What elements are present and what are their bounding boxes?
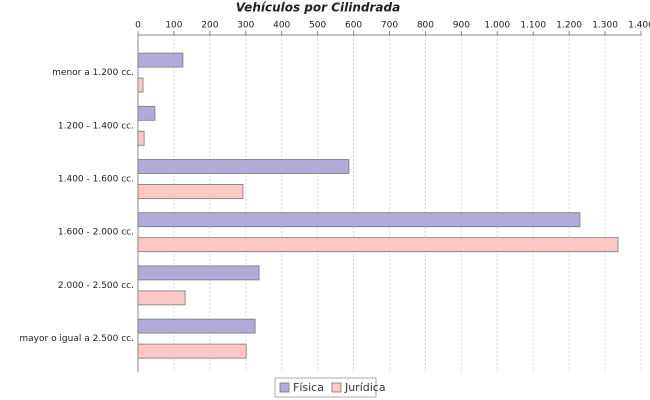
y-tick-label: 2.000 - 2.500 cc.: [58, 281, 134, 291]
x-tick-label: 1.200: [556, 21, 582, 31]
bar: [137, 290, 186, 306]
bar: [137, 184, 244, 199]
x-tick-label: 600: [345, 21, 362, 31]
legend-label: Jurídica: [344, 381, 386, 394]
y-tick-label: mayor o igual a 2.500 cc.: [19, 334, 134, 344]
bar: [137, 159, 350, 174]
bar: [137, 318, 256, 334]
bar: [137, 105, 156, 121]
bar: [137, 52, 184, 68]
y-tick-label: 1.400 - 1.600 cc.: [58, 175, 134, 185]
legend-swatch: [279, 382, 290, 393]
x-tick-label: 0: [135, 21, 141, 31]
chart-title: Vehículos por Cilindrada: [236, 1, 400, 15]
bar: [137, 212, 581, 228]
y-tick-label: menor a 1.200 cc.: [52, 68, 134, 78]
x-tick-label: 1.000: [484, 21, 510, 31]
bar: [137, 237, 619, 253]
x-tick-label: 800: [417, 21, 434, 31]
x-tick-label: 1.100: [520, 21, 546, 31]
x-tick-label: 400: [273, 21, 290, 31]
y-tick-label: 1.600 - 2.000 cc.: [58, 228, 134, 238]
legend-label: Física: [293, 381, 324, 394]
legend-swatch: [331, 382, 342, 393]
x-tick-label: 1.300: [592, 21, 618, 31]
x-tick-label: 700: [381, 21, 398, 31]
bar: [137, 130, 145, 146]
x-tick-label: 300: [237, 21, 254, 31]
bar: [137, 343, 247, 359]
x-tick-label: 900: [453, 21, 470, 31]
bar: [137, 265, 260, 281]
bar: [137, 77, 144, 93]
y-tick-label: 1.200 - 1.400 cc.: [58, 121, 134, 131]
x-tick-label: 100: [165, 21, 182, 31]
legend-box: [274, 377, 377, 398]
x-tick-label: 200: [201, 21, 218, 31]
x-tick-label: 500: [309, 21, 326, 31]
x-tick-label: 1.400: [628, 21, 650, 31]
